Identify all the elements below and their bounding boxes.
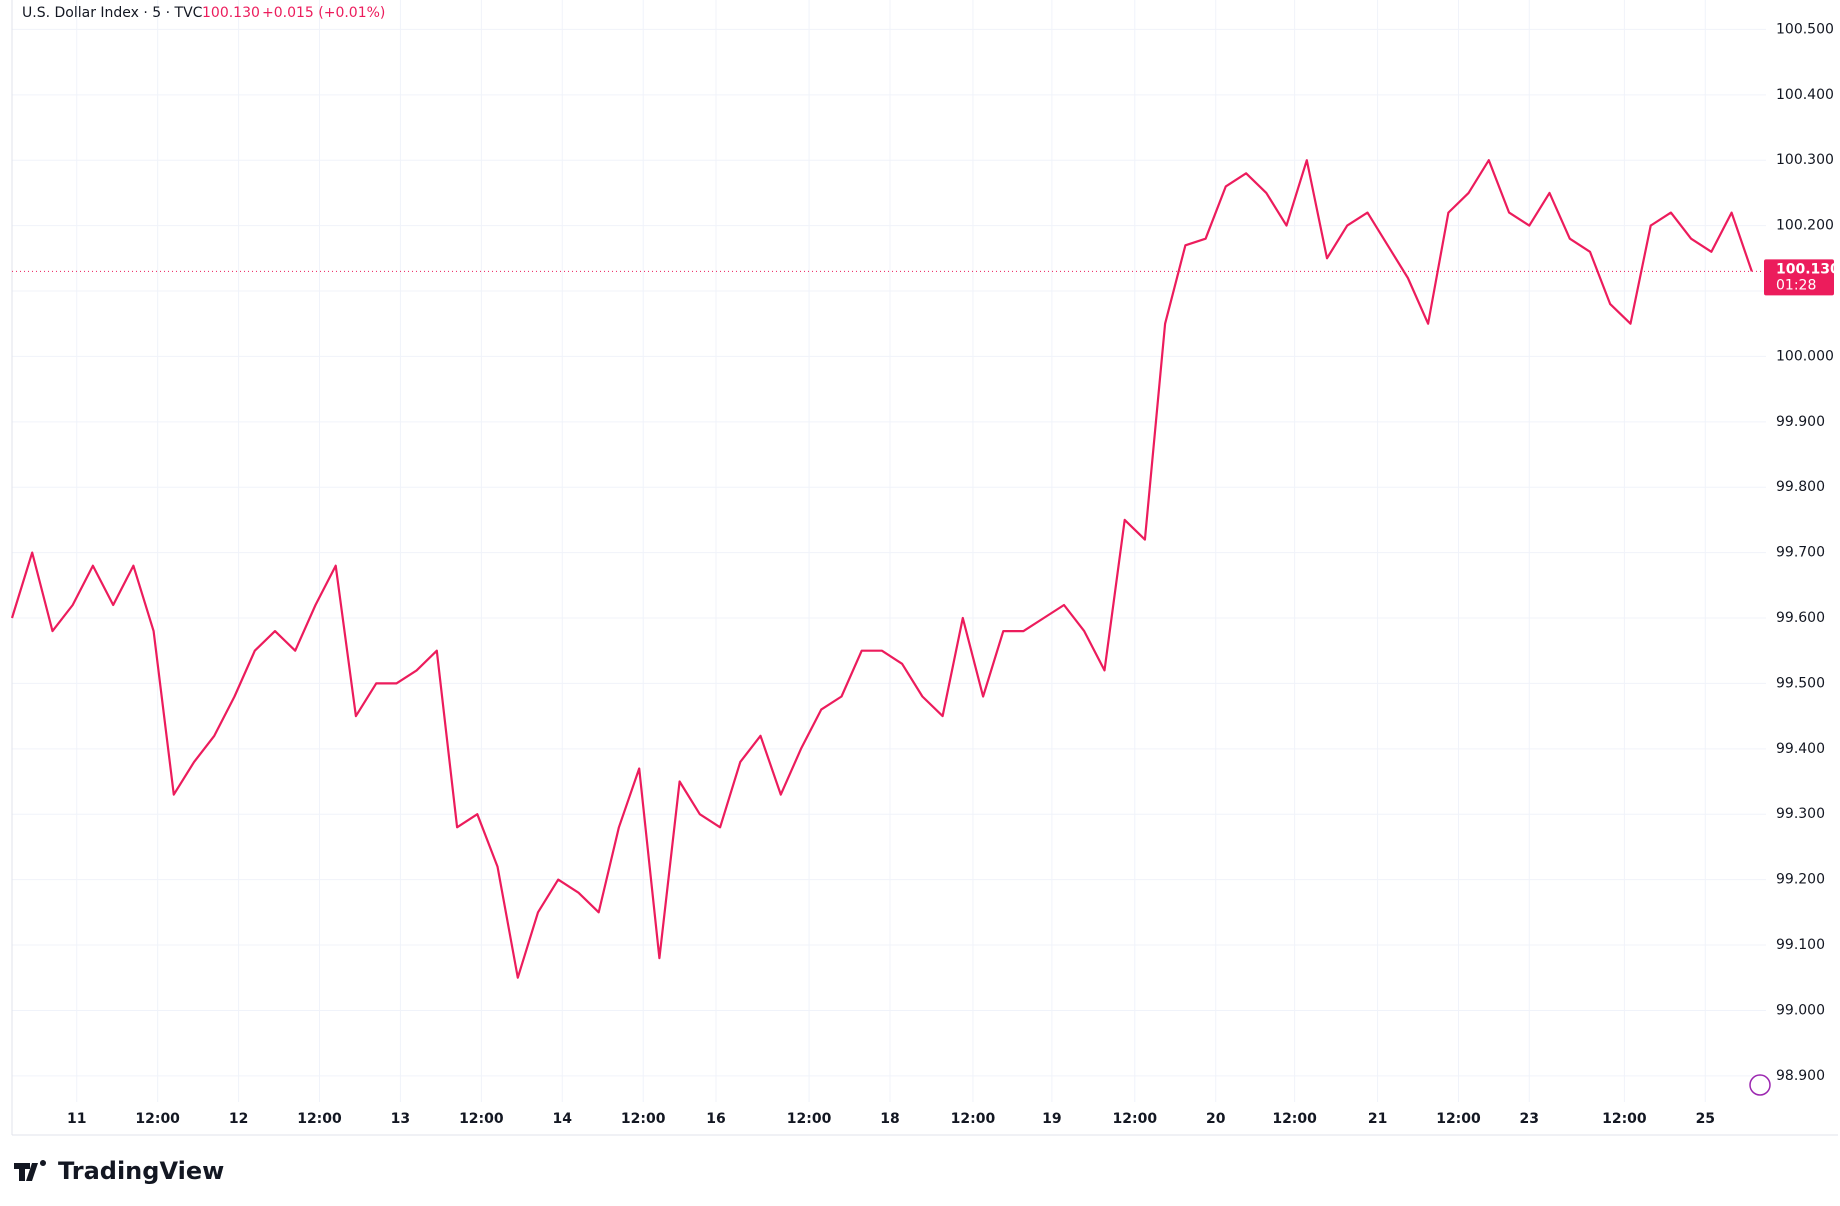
x-tick-label: 11 xyxy=(67,1111,86,1127)
y-tick-label: 99.400 xyxy=(1776,741,1825,757)
x-tick-label: 20 xyxy=(1206,1111,1226,1127)
countdown: 01:28 xyxy=(1776,277,1816,293)
x-tick-label: 12:00 xyxy=(135,1111,180,1127)
logo-icon xyxy=(14,1160,46,1181)
logo: TradingView xyxy=(14,1157,224,1185)
header-price: 100.130 xyxy=(202,5,260,21)
brand: TradingView xyxy=(58,1157,224,1185)
x-tick-label: 12:00 xyxy=(459,1111,504,1127)
y-tick-label: 99.000 xyxy=(1776,1002,1825,1018)
x-tick-label: 12:00 xyxy=(1602,1111,1647,1127)
price-line xyxy=(10,159,1753,979)
x-tick-label: 12:00 xyxy=(1436,1111,1481,1127)
y-tick-label: 99.300 xyxy=(1776,806,1825,822)
y-tick-label: 98.900 xyxy=(1776,1068,1825,1084)
price-tag xyxy=(1764,259,1834,296)
price-tag-label: 100.130 xyxy=(1776,261,1840,277)
x-tick-label: 18 xyxy=(880,1111,899,1127)
x-tick-label: 25 xyxy=(1696,1111,1715,1127)
y-tick-label: 99.600 xyxy=(1776,610,1825,626)
y-tick-label: 100.000 xyxy=(1776,348,1834,364)
x-tick-label: 12:00 xyxy=(787,1111,832,1127)
x-tick-label: 12 xyxy=(229,1111,248,1127)
x-tick-label: 12:00 xyxy=(1113,1111,1158,1127)
x-tick-label: 16 xyxy=(706,1111,725,1127)
x-tick-label: 23 xyxy=(1520,1111,1539,1127)
y-tick-label: 99.100 xyxy=(1776,937,1825,953)
x-tick-label: 12:00 xyxy=(297,1111,342,1127)
y-tick-label: 99.700 xyxy=(1776,545,1825,561)
x-tick-label: 21 xyxy=(1368,1111,1387,1127)
y-tick-label: 100.200 xyxy=(1776,218,1834,234)
x-tick-label: 13 xyxy=(391,1111,410,1127)
y-tick-label: 99.200 xyxy=(1776,872,1825,888)
y-tick-label: 100.500 xyxy=(1776,21,1834,37)
event-icon[interactable] xyxy=(1749,1074,1771,1096)
x-tick-label: 14 xyxy=(553,1111,573,1127)
y-tick-label: 99.900 xyxy=(1776,414,1825,430)
chart-title: U.S. Dollar Index · 5 · TVC xyxy=(22,5,203,21)
grid xyxy=(12,0,1766,1102)
y-tick-label: 99.800 xyxy=(1776,479,1825,495)
y-tick-label: 100.300 xyxy=(1776,152,1834,168)
y-tick-label: 99.500 xyxy=(1776,675,1825,691)
y-tick-label: 100.400 xyxy=(1776,87,1834,103)
header-change: +0.015 (+0.01%) xyxy=(262,5,385,21)
x-tick-label: 12:00 xyxy=(951,1111,996,1127)
x-tick-label: 19 xyxy=(1042,1111,1061,1127)
x-tick-label: 12:00 xyxy=(1272,1111,1317,1127)
x-tick-label: 12:00 xyxy=(621,1111,666,1127)
